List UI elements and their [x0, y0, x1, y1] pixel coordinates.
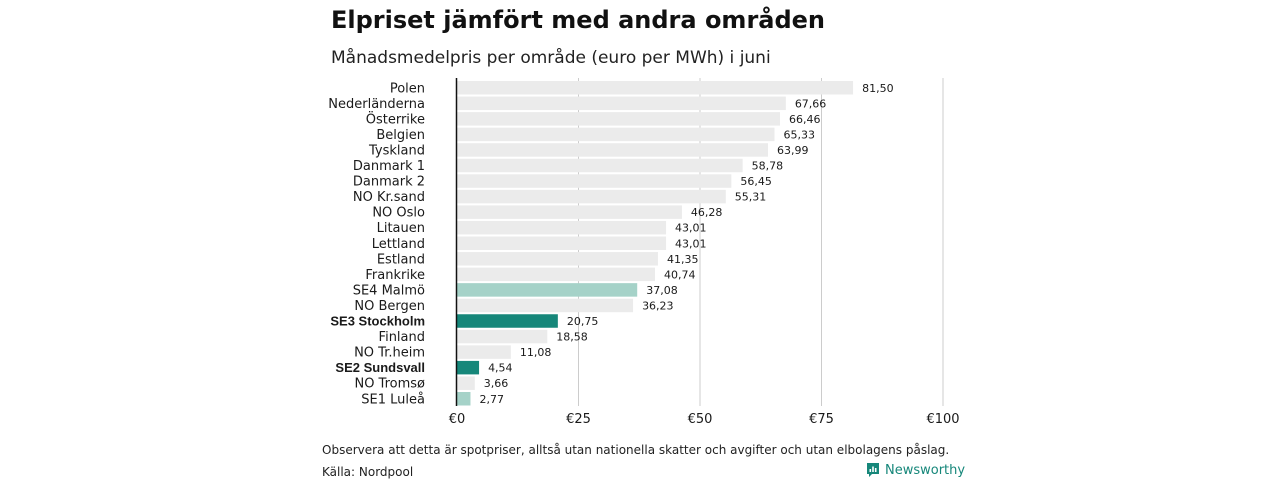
value-label: 55,31 [735, 191, 767, 204]
x-tick-label: €75 [809, 412, 834, 427]
category-label: NO Oslo [372, 206, 425, 221]
category-label: Polen [390, 81, 425, 96]
bar [457, 205, 682, 219]
category-label: Tyskland [368, 143, 425, 158]
value-label: 41,35 [667, 253, 699, 266]
brand-name: Newsworthy [885, 462, 966, 478]
category-label: Danmark 1 [353, 159, 425, 174]
x-tick-label: €25 [566, 412, 591, 427]
bar [457, 376, 475, 390]
category-label: Österrike [366, 110, 425, 127]
bar [457, 81, 854, 95]
category-label: NO Tromsø [354, 377, 425, 392]
value-label: 3,66 [484, 377, 509, 390]
value-label: 11,08 [520, 346, 552, 359]
bar [457, 314, 558, 328]
category-label: Litauen [377, 221, 425, 236]
category-label: Finland [379, 330, 425, 345]
value-label: 43,01 [675, 237, 707, 250]
category-label: Danmark 2 [353, 175, 425, 190]
value-label: 67,66 [795, 97, 827, 110]
value-label: 18,58 [556, 331, 588, 344]
bar [457, 283, 638, 297]
bar [457, 127, 775, 142]
bar [457, 96, 786, 111]
value-label: 37,08 [646, 284, 678, 297]
value-label: 66,46 [789, 113, 821, 126]
category-label: NO Kr.sand [353, 190, 425, 205]
value-label: 46,28 [691, 206, 723, 219]
x-tick-label: €100 [926, 412, 959, 427]
category-label: NO Tr.heim [354, 346, 425, 361]
bar [457, 329, 548, 344]
bar [457, 174, 732, 188]
category-label: Estland [377, 252, 425, 267]
x-tick-label: €0 [449, 412, 466, 427]
bar [457, 360, 480, 375]
value-label: 58,78 [752, 160, 784, 173]
newsworthy-logo-icon [866, 462, 880, 478]
category-label: SE3 Stockholm [330, 314, 425, 329]
bar [457, 189, 726, 204]
value-label: 81,50 [862, 82, 894, 95]
category-label: SE2 Sundsvall [335, 360, 425, 375]
value-label: 56,45 [740, 175, 772, 188]
value-label: 40,74 [664, 268, 696, 281]
bar [457, 345, 511, 359]
category-label: Nederländerna [328, 97, 425, 112]
bar-chart: Polen 81,50 Nederländerna 67,66 Österrike 66,… [328, 78, 960, 427]
source-note: Källa: Nordpool [322, 465, 414, 479]
chart-title: Elpriset jämfört med andra områden [331, 6, 826, 34]
value-label: 63,99 [777, 144, 809, 157]
footnote: Observera att detta är spotpriser, allts… [322, 443, 950, 457]
brand: Newsworthy [866, 462, 965, 478]
bar [457, 220, 667, 235]
bar [457, 252, 658, 266]
category-label: Lettland [372, 237, 425, 252]
category-label: NO Bergen [354, 299, 425, 314]
value-label: 4,54 [488, 362, 513, 375]
bar [457, 298, 634, 313]
bar [457, 236, 667, 250]
category-label: SE1 Luleå [361, 392, 425, 407]
bar [457, 112, 780, 126]
value-label: 65,33 [784, 128, 816, 141]
value-label: 2,77 [479, 393, 504, 406]
category-label: SE4 Malmö [353, 283, 425, 298]
category-label: Frankrike [365, 268, 425, 283]
category-label: Belgien [376, 128, 425, 143]
value-label: 36,23 [642, 299, 674, 312]
bar [457, 267, 655, 282]
chart-subtitle: Månadsmedelpris per område (euro per MWh… [331, 48, 771, 68]
x-tick-label: €50 [688, 412, 713, 427]
value-label: 20,75 [567, 315, 599, 328]
bar [457, 143, 768, 157]
bar [457, 158, 743, 173]
bar [457, 392, 471, 406]
value-label: 43,01 [675, 222, 707, 235]
